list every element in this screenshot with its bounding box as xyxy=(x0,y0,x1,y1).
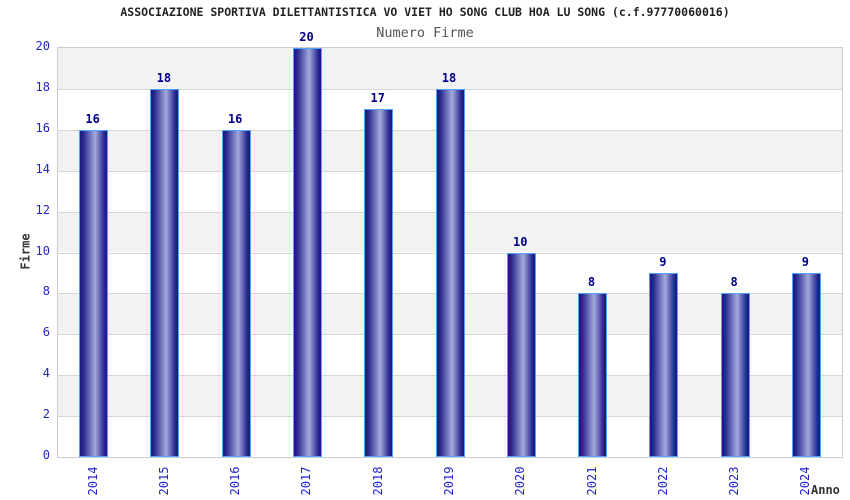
x-tick-label: 2020 xyxy=(513,466,528,496)
y-tick-label: 16 xyxy=(35,120,50,135)
bar-value-label: 9 xyxy=(659,254,667,269)
bar xyxy=(506,252,536,457)
bar xyxy=(79,129,109,457)
y-tick-label: 18 xyxy=(35,79,50,94)
bar xyxy=(791,272,821,457)
bar xyxy=(150,88,180,457)
bar xyxy=(649,272,679,457)
bar-value-label: 9 xyxy=(801,254,809,269)
x-tick-label: 2018 xyxy=(370,466,385,496)
x-tick-label: 2014 xyxy=(85,466,100,496)
y-tick-label: 8 xyxy=(42,284,50,299)
bar xyxy=(221,129,251,457)
y-tick-label: 2 xyxy=(42,407,50,422)
y-tick-label: 12 xyxy=(35,202,50,217)
y-tick-label: 10 xyxy=(35,243,50,258)
y-tick-label: 14 xyxy=(35,161,50,176)
x-tick-label: 2019 xyxy=(442,466,456,496)
bar-value-label: 17 xyxy=(370,91,385,106)
x-tick-label: 2017 xyxy=(299,466,314,496)
y-tick-label: 6 xyxy=(42,325,50,340)
bar xyxy=(292,48,322,457)
bar-value-label: 10 xyxy=(513,234,528,249)
plot-area xyxy=(57,47,843,458)
chart-title: ASSOCIAZIONE SPORTIVA DILETTANTISTICA VO… xyxy=(120,5,730,19)
bar-value-label: 18 xyxy=(156,70,172,85)
bar-value-label: 16 xyxy=(227,111,243,126)
bar xyxy=(364,109,394,457)
bar-value-label: 8 xyxy=(730,275,738,290)
plot-band xyxy=(58,48,842,89)
bar xyxy=(435,88,465,457)
bar-value-label: 20 xyxy=(299,30,314,44)
y-tick-label: 20 xyxy=(35,39,50,53)
y-tick-label: 4 xyxy=(42,366,50,381)
x-tick-label: 2021 xyxy=(584,466,599,496)
bar-value-label: 16 xyxy=(85,111,100,126)
x-tick-label: 2023 xyxy=(727,466,742,496)
x-axis-title: Anno xyxy=(811,483,840,497)
bar-value-label: 18 xyxy=(441,70,457,85)
chart-subtitle: Numero Firme xyxy=(376,25,474,41)
x-tick-label: 2015 xyxy=(156,466,171,496)
bar xyxy=(578,293,608,457)
bar-value-label: 8 xyxy=(587,275,596,290)
bar xyxy=(720,293,750,457)
x-tick-label: 2016 xyxy=(228,466,243,496)
x-tick-label: 2022 xyxy=(655,466,670,496)
y-tick-label: 0 xyxy=(42,448,50,462)
